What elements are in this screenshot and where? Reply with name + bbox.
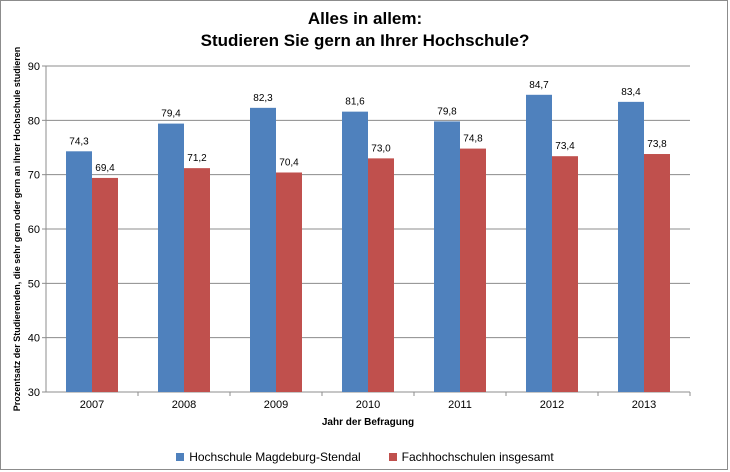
x-tick-label: 2011 <box>448 399 472 411</box>
bar-magdeburg-stendal-2011 <box>434 121 460 393</box>
bar-magdeburg-stendal-2009 <box>250 107 276 392</box>
chart-title: Alles in allem: Studieren Sie gern an Ih… <box>0 8 730 52</box>
bar-fachhochschulen-2010 <box>368 158 394 392</box>
legend-swatch-series-1 <box>176 453 185 461</box>
bar-magdeburg-stendal-2007 <box>66 151 92 392</box>
data-label: 69,4 <box>95 163 115 174</box>
data-label: 71,2 <box>187 153 207 164</box>
x-tick-label: 2009 <box>264 399 288 411</box>
bar-magdeburg-stendal-2012 <box>526 94 552 393</box>
x-tick-label: 2008 <box>172 399 196 411</box>
bar-magdeburg-stendal-2013 <box>618 101 644 393</box>
bar-fachhochschulen-2007 <box>92 177 118 392</box>
y-tick-label: 90 <box>28 61 40 73</box>
chart-title-line-2: Studieren Sie gern an Ihrer Hochschule? <box>200 31 530 50</box>
y-tick-label: 50 <box>28 278 40 290</box>
y-axis-title: Prozentsatz der Studierenden, die sehr g… <box>12 47 22 412</box>
y-tick-label: 80 <box>28 115 40 127</box>
legend-item-series-2: Fachhochschulen insgesamt <box>388 450 554 464</box>
bar-fachhochschulen-2011 <box>460 148 486 392</box>
data-label: 73,0 <box>371 143 391 154</box>
x-tick-label: 2007 <box>80 399 104 411</box>
bar-fachhochschulen-2012 <box>552 156 578 392</box>
legend-swatch-series-2 <box>388 453 397 461</box>
data-label: 83,4 <box>621 87 641 98</box>
legend-label-series-2: Fachhochschulen insgesamt <box>401 450 554 464</box>
y-tick-label: 40 <box>28 333 40 345</box>
data-label: 73,8 <box>647 139 667 150</box>
y-tick-label: 70 <box>28 170 40 182</box>
bar-fachhochschulen-2013 <box>644 154 670 392</box>
data-label: 84,7 <box>529 80 549 91</box>
data-label: 74,8 <box>463 134 483 145</box>
x-tick-label: 2013 <box>632 399 656 411</box>
legend: Hochschule Magdeburg-Stendal Fachhochsch… <box>0 450 730 464</box>
x-tick-label: 2010 <box>356 399 380 411</box>
y-tick-label: 30 <box>28 387 40 399</box>
data-label: 79,8 <box>437 106 457 117</box>
data-label: 73,4 <box>555 141 575 152</box>
bar-magdeburg-stendal-2008 <box>158 123 184 393</box>
legend-item-series-1: Hochschule Magdeburg-Stendal <box>176 450 361 464</box>
chart-title-line-1: Alles in allem: <box>307 9 423 28</box>
data-label: 81,6 <box>345 97 365 108</box>
bar-fachhochschulen-2008 <box>184 168 210 392</box>
bar-fachhochschulen-2009 <box>276 172 302 392</box>
data-label: 70,4 <box>279 157 299 168</box>
y-tick-label: 60 <box>28 224 40 236</box>
bar-magdeburg-stendal-2010 <box>342 111 368 392</box>
data-label: 79,4 <box>161 109 181 120</box>
data-label: 82,3 <box>253 93 273 104</box>
legend-label-series-1: Hochschule Magdeburg-Stendal <box>189 450 361 464</box>
data-label: 74,3 <box>69 136 89 147</box>
x-axis-title: Jahr der Befragung <box>322 417 414 428</box>
x-tick-label: 2012 <box>540 399 564 411</box>
